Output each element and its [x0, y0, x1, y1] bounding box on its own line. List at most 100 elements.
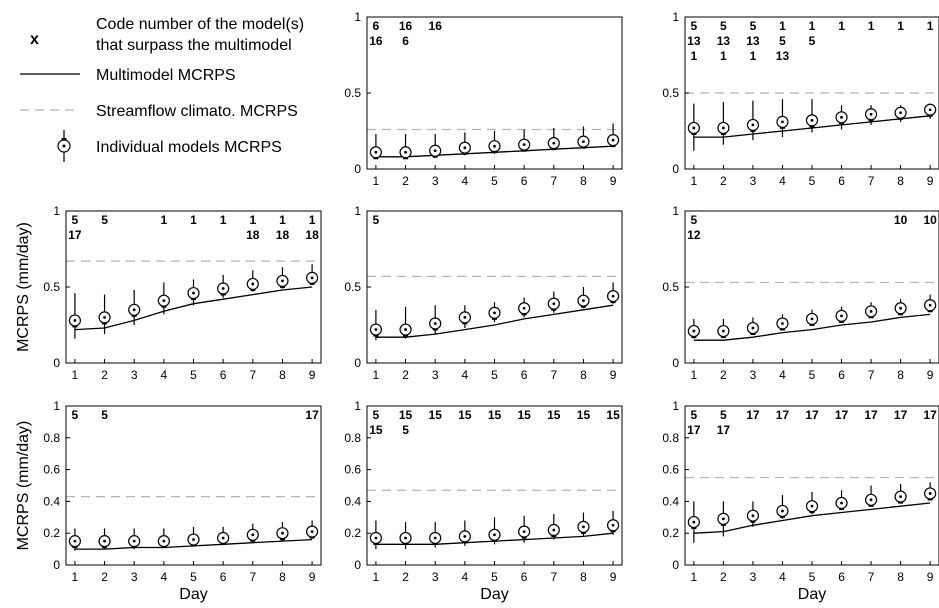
model-code-label: 5	[720, 408, 727, 422]
median-dot	[869, 309, 873, 313]
model-code-label: 1	[927, 19, 934, 33]
median-dot	[869, 112, 873, 116]
x-tick-label: 1	[72, 368, 79, 382]
model-code-label: 13	[717, 34, 731, 48]
model-code-label: 5	[373, 408, 380, 422]
x-tick-label: 8	[897, 174, 904, 188]
x-tick-label: 6	[521, 368, 528, 382]
x-tick-label: 3	[131, 570, 138, 584]
median-dot	[73, 539, 77, 543]
individual-marker	[835, 105, 848, 130]
x-tick-label: 9	[927, 174, 934, 188]
median-dot	[611, 523, 615, 527]
x-tick-label: 8	[279, 570, 286, 584]
x-tick-label: 5	[809, 570, 816, 584]
y-tick-label: 0.6	[344, 463, 361, 477]
median-dot	[840, 501, 843, 505]
x-tick-label: 7	[249, 570, 256, 584]
individual-marker	[246, 270, 259, 292]
model-code-label: 17	[923, 408, 937, 422]
median-dot	[751, 326, 755, 330]
individual-marker	[805, 491, 819, 515]
y-tick-label: 1	[354, 399, 361, 413]
median-dot	[522, 143, 526, 147]
individual-marker	[518, 129, 531, 152]
median-dot	[692, 126, 696, 130]
x-tick-label: 2	[101, 570, 108, 584]
model-code-label: 1	[279, 213, 286, 227]
median-dot	[192, 291, 195, 295]
x-tick-label: 3	[432, 174, 439, 188]
individual-marker	[276, 267, 289, 289]
median-dot	[611, 294, 615, 298]
median-dot	[721, 329, 725, 333]
x-tick-label: 6	[521, 570, 528, 584]
median-dot	[463, 534, 467, 538]
x-tick-label: 1	[691, 368, 698, 382]
model-code-label: 5	[691, 19, 698, 33]
x-tick-label: 9	[610, 174, 617, 188]
model-code-label: 10	[923, 213, 937, 227]
individual-marker	[518, 297, 531, 318]
individual-marker	[68, 528, 81, 551]
x-tick-label: 2	[402, 570, 409, 584]
median-dot	[433, 149, 437, 153]
median-dot	[463, 146, 467, 150]
x-tick-label: 5	[491, 174, 498, 188]
model-code-label: 17	[746, 408, 760, 422]
y-tick-label: 0.2	[662, 526, 679, 540]
median-dot	[928, 303, 932, 307]
median-dot	[221, 287, 225, 290]
y-tick-label: 1	[672, 399, 679, 413]
median-dot	[132, 308, 136, 312]
individual-marker	[518, 515, 531, 543]
x-tick-label: 7	[550, 174, 557, 188]
individual-marker	[98, 294, 111, 335]
median-dot	[162, 299, 166, 303]
x-axis-label: Day	[480, 586, 508, 603]
multimodel-line	[693, 313, 931, 341]
individual-marker	[687, 501, 700, 543]
median-dot	[781, 322, 784, 325]
x-tick-label: 8	[897, 570, 904, 584]
individual-marker	[607, 510, 620, 535]
x-tick-label: 4	[779, 570, 786, 584]
multimodel-line	[693, 502, 931, 534]
model-code-label: 15	[458, 408, 472, 422]
x-tick-label: 2	[720, 570, 727, 584]
model-code-label: 17	[305, 408, 319, 422]
model-code-label: 18	[246, 228, 260, 242]
x-tick-label: 1	[691, 174, 698, 188]
x-tick-label: 5	[190, 570, 197, 584]
x-tick-label: 7	[868, 174, 875, 188]
model-code-label: 17	[687, 423, 701, 437]
individual-marker	[864, 105, 878, 125]
y-tick-label: 0	[354, 356, 361, 370]
individual-marker	[776, 99, 789, 138]
median-dot	[221, 536, 225, 540]
individual-marker	[717, 501, 730, 537]
median-dot	[493, 311, 496, 315]
individual-marker	[246, 523, 259, 543]
individual-marker	[607, 282, 620, 304]
x-tick-label: 7	[249, 368, 256, 382]
individual-marker	[687, 318, 700, 339]
x-tick-label: 7	[550, 570, 557, 584]
median-dot	[522, 530, 526, 534]
x-tick-label: 2	[720, 368, 727, 382]
y-tick-label: 0.5	[43, 280, 60, 294]
median-dot	[781, 509, 784, 513]
individual-marker	[717, 102, 730, 145]
y-tick-label: 0	[53, 356, 60, 370]
median-dot	[552, 528, 556, 532]
y-tick-label: 0.2	[344, 526, 361, 540]
x-tick-label: 8	[897, 368, 904, 382]
y-tick-label: 1	[354, 204, 361, 218]
median-dot	[611, 138, 615, 142]
individual-marker	[488, 302, 501, 322]
median-dot	[433, 322, 437, 325]
y-tick-label: 0	[672, 356, 679, 370]
model-code-label: 1	[897, 19, 904, 33]
